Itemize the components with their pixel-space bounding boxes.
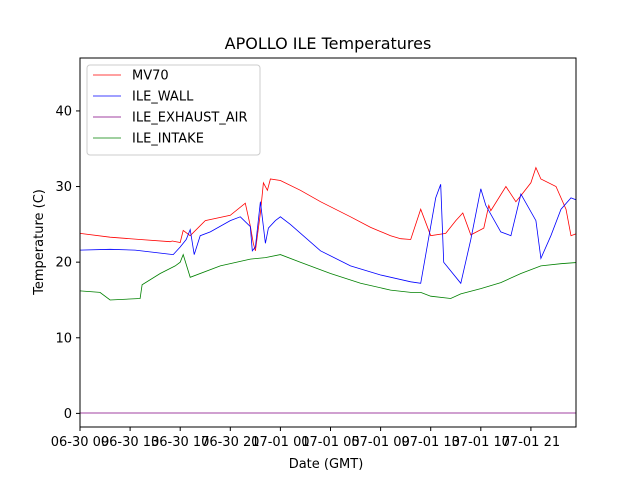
- y-tick-label: 0: [64, 407, 72, 422]
- y-axis-label: Temperature (C): [32, 189, 47, 296]
- legend-label: MV70: [132, 69, 169, 84]
- plot-frame: [79, 57, 577, 428]
- x-tick-label: 07-01 09: [351, 435, 409, 450]
- x-tick-label: 06-30 09: [51, 435, 109, 450]
- legend-label: ILE_WALL: [132, 90, 194, 105]
- series-line-ile-intake: [80, 253, 576, 301]
- x-tick-label: 07-01 17: [452, 435, 510, 450]
- legend-box: [86, 64, 261, 156]
- x-axis-label: Date (GMT): [289, 457, 364, 472]
- chart-title: APOLLO ILE Temperatures: [225, 34, 432, 53]
- legend-entries: MV70 ILE_WALL ILE_EXHAUST_AIR ILE_INTAKE: [93, 69, 248, 147]
- x-tick-label: 07-01 13: [401, 435, 459, 450]
- x-tick-label: 06-30 17: [151, 435, 209, 450]
- series-line-ile-wall: [80, 184, 576, 285]
- y-axis: 0 10 20 30 40: [55, 104, 80, 422]
- y-tick-label: 40: [55, 104, 72, 119]
- x-tick-label: 07-01 05: [301, 435, 359, 450]
- y-tick-label: 20: [55, 256, 72, 271]
- legend-label: ILE_EXHAUST_AIR: [132, 111, 248, 126]
- y-tick-label: 30: [55, 180, 72, 195]
- x-tick-label: 06-30 21: [201, 435, 259, 450]
- series-line-mv70: [80, 166, 576, 251]
- legend: MV70 ILE_WALL ILE_EXHAUST_AIR ILE_INTAKE: [86, 64, 261, 156]
- x-tick-label: 07-01 21: [502, 435, 560, 450]
- series-layer: [80, 166, 576, 414]
- legend-label: ILE_INTAKE: [132, 132, 204, 147]
- y-tick-label: 10: [55, 331, 72, 346]
- x-tick-label: 06-30 13: [101, 435, 159, 450]
- x-tick-label: 07-01 01: [251, 435, 309, 450]
